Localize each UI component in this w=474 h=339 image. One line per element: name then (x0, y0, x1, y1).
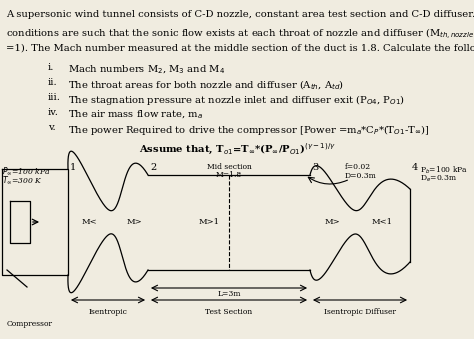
Text: f=0.02: f=0.02 (345, 163, 371, 171)
Text: Mach numbers M$_2$, M$_3$ and M$_4$: Mach numbers M$_2$, M$_3$ and M$_4$ (68, 63, 225, 76)
Text: $P_{\infty}$=100 kPa: $P_{\infty}$=100 kPa (2, 165, 50, 177)
Text: D=0.3m: D=0.3m (345, 172, 377, 180)
Text: The stagnation pressure at nozzle inlet and diffuser exit (P$_{O4}$, P$_{O1}$): The stagnation pressure at nozzle inlet … (68, 93, 405, 107)
Text: Test Section: Test Section (205, 308, 253, 316)
Text: Assume that, T$_{o1}$=T$_\infty$*(P$_\infty$/P$_{O1}$)$^{(\gamma-1)/\gamma}$: Assume that, T$_{o1}$=T$_\infty$*(P$_\in… (138, 141, 336, 156)
Text: Compressor: Compressor (7, 320, 53, 328)
Text: The air mass flow rate, m$_a$: The air mass flow rate, m$_a$ (68, 108, 203, 121)
Text: P$_b$=100 kPa: P$_b$=100 kPa (420, 165, 468, 177)
Text: 4: 4 (412, 163, 418, 172)
Text: D$_e$=0.3m: D$_e$=0.3m (420, 174, 457, 184)
Text: conditions are such that the sonic flow exists at each throat of nozzle and diff: conditions are such that the sonic flow … (6, 27, 474, 42)
Text: Isentropic: Isentropic (89, 308, 128, 316)
Text: Mid section: Mid section (207, 163, 251, 171)
Text: A supersonic wind tunnel consists of C-D nozzle, constant area test section and : A supersonic wind tunnel consists of C-D… (6, 10, 474, 19)
Text: i.: i. (48, 63, 55, 72)
Text: M>: M> (325, 219, 340, 226)
Text: The power Required to drive the compressor [Power =m$_a$*C$_P$*(T$_{O1}$-T$_\inf: The power Required to drive the compress… (68, 123, 429, 137)
Text: M>1: M>1 (199, 219, 219, 226)
Text: Isentropic Diffuser: Isentropic Diffuser (324, 308, 396, 316)
Text: iii.: iii. (48, 93, 61, 102)
Text: L=3m: L=3m (217, 290, 241, 298)
Text: ii.: ii. (48, 78, 58, 87)
Text: 1: 1 (70, 163, 76, 172)
Text: =1). The Mach number measured at the middle section of the duct is 1.8. Calculat: =1). The Mach number measured at the mid… (6, 44, 474, 53)
Text: M<1: M<1 (372, 219, 393, 226)
Text: 2: 2 (150, 163, 156, 172)
Text: M=1.8: M=1.8 (216, 171, 242, 179)
Text: 3: 3 (312, 163, 318, 172)
Text: The throat areas for both nozzle and diffuser (A$_{th}$, A$_{td}$): The throat areas for both nozzle and dif… (68, 78, 344, 92)
Text: v.: v. (48, 123, 55, 132)
Text: M>: M> (126, 219, 142, 226)
Text: iv.: iv. (48, 108, 59, 117)
Text: $T_{\infty}$=300 K: $T_{\infty}$=300 K (2, 174, 43, 186)
Text: M<: M< (81, 219, 97, 226)
